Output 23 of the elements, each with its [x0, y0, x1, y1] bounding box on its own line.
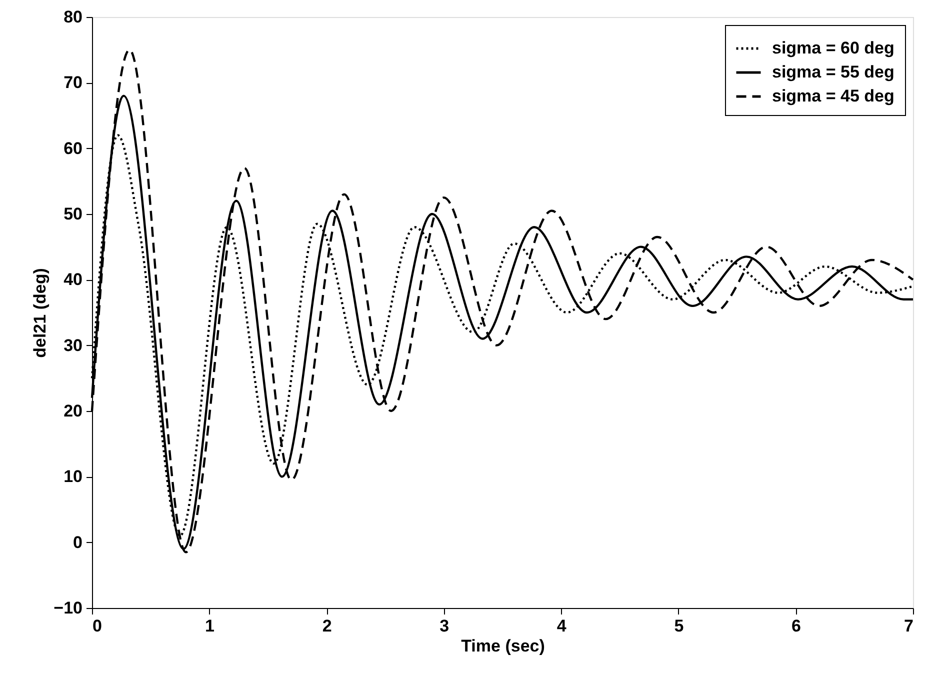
x-tick-label: 0 [92, 616, 102, 636]
x-axis-title: Time (sec) [461, 636, 545, 656]
y-tick-label: 30 [64, 336, 82, 355]
x-tick-label: 4 [556, 616, 567, 636]
legend-label: sigma = 55 deg [772, 62, 894, 82]
y-tick-label: 70 [64, 73, 82, 92]
y-tick-label: 80 [64, 8, 82, 26]
x-tick-label: 1 [205, 616, 215, 636]
y-tick-label: 10 [64, 467, 82, 486]
x-tick-label: 5 [674, 616, 684, 636]
y-tick-label: 0 [73, 532, 82, 552]
y-tick-label: 20 [64, 402, 82, 420]
legend-label: sigma = 60 deg [772, 38, 894, 58]
x-tick-label: 7 [904, 616, 914, 636]
x-tick-label: 2 [322, 616, 332, 636]
x-tick-label: 3 [440, 616, 450, 636]
y-axis-title: del21 (deg) [30, 268, 50, 358]
legend-label: sigma = 45 deg [772, 86, 894, 106]
y-tick-label: −10 [54, 598, 82, 618]
y-tick-label: 40 [64, 270, 82, 290]
y-tick-label: 60 [64, 138, 82, 158]
x-tick-label: 6 [791, 616, 801, 636]
y-tick-label: 50 [64, 204, 82, 224]
